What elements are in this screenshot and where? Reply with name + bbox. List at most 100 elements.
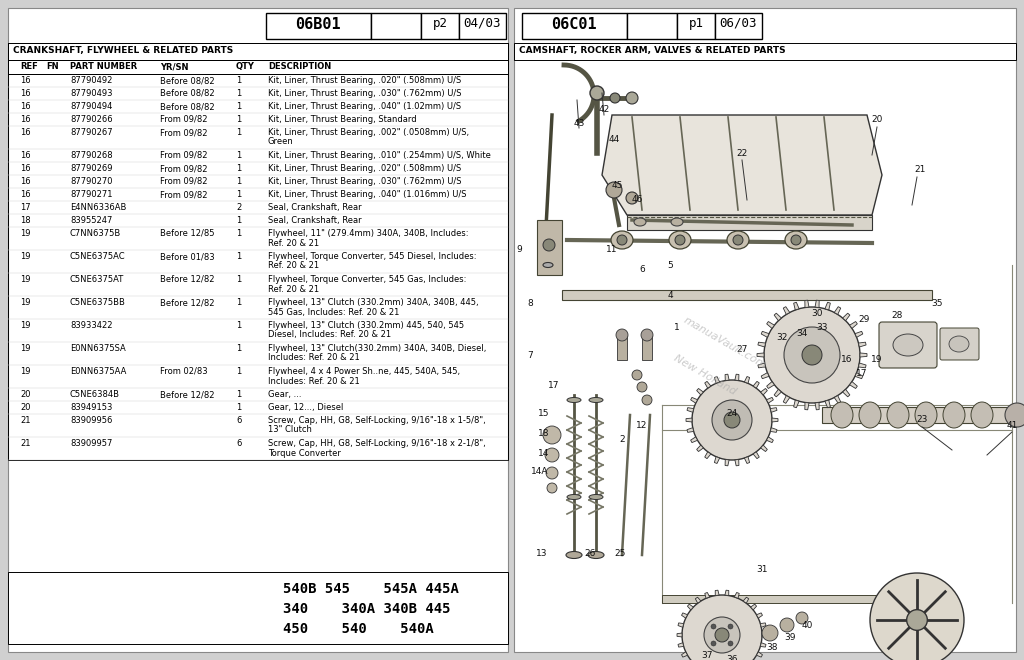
Bar [371,13,421,39]
Circle shape [675,235,685,245]
Text: 4: 4 [668,290,673,300]
Text: 21: 21 [914,166,926,174]
Circle shape [780,618,794,632]
Text: 83955247: 83955247 [70,216,113,225]
Text: 16: 16 [20,177,31,186]
Ellipse shape [727,231,749,249]
Polygon shape [687,604,693,610]
Text: 83933422: 83933422 [70,321,113,330]
Ellipse shape [566,552,582,558]
Bar [642,335,652,360]
Text: 1: 1 [236,128,242,137]
Bar [459,13,506,39]
Polygon shape [682,613,687,618]
Text: 83909957: 83909957 [70,439,113,448]
Polygon shape [805,300,809,308]
Text: 1: 1 [236,275,242,284]
Text: From 09/82: From 09/82 [160,190,208,199]
Text: Diesel, Includes: Ref. 20 & 21: Diesel, Includes: Ref. 20 & 21 [268,331,391,339]
Circle shape [692,380,772,460]
Polygon shape [687,408,693,412]
Polygon shape [725,459,729,466]
Text: Kit, Liner, Thrust Bearing, .020" (.508mm) U/S: Kit, Liner, Thrust Bearing, .020" (.508m… [268,164,461,173]
Text: 33: 33 [816,323,827,333]
Text: Kit, Liner, Thrust Bearing, .030" (.762mm) U/S: Kit, Liner, Thrust Bearing, .030" (.762m… [268,177,462,186]
Polygon shape [850,381,857,389]
Polygon shape [757,353,764,357]
Text: Includes: Ref. 20 & 21: Includes: Ref. 20 & 21 [268,354,359,362]
Polygon shape [767,437,773,443]
Polygon shape [751,604,757,610]
Polygon shape [850,321,857,329]
Text: 6: 6 [236,439,242,448]
Text: 18: 18 [539,428,550,438]
Polygon shape [627,215,872,230]
Polygon shape [758,342,766,347]
Text: QTY: QTY [236,62,255,71]
Polygon shape [761,373,769,379]
Polygon shape [757,613,763,618]
Polygon shape [705,593,710,599]
Text: 34: 34 [797,329,808,337]
Text: FN: FN [46,62,58,71]
Text: 37: 37 [701,651,713,659]
Text: C7NN6375B: C7NN6375B [70,229,121,238]
Polygon shape [690,397,697,403]
Text: C5NE6375AC: C5NE6375AC [70,252,126,261]
Text: 1: 1 [236,321,242,330]
Text: 17: 17 [20,203,31,212]
Polygon shape [677,633,682,637]
Text: 21: 21 [20,416,31,425]
Circle shape [547,483,557,493]
Text: Before 12/85: Before 12/85 [160,229,214,238]
Text: 16: 16 [20,128,31,137]
Circle shape [802,345,822,365]
Text: 06/03: 06/03 [719,17,757,30]
Text: 19: 19 [20,367,31,376]
Text: 87790270: 87790270 [70,177,113,186]
Text: 1: 1 [236,344,242,353]
Text: From 09/82: From 09/82 [160,151,208,160]
Ellipse shape [567,494,581,500]
Text: 340    340A 340B 445: 340 340A 340B 445 [283,602,451,616]
Text: 87790494: 87790494 [70,102,113,111]
Bar [617,335,627,360]
Text: 16: 16 [20,115,31,124]
Polygon shape [753,452,759,459]
Text: Flywheel, Torque Converter, 545 Diesel, Includes:: Flywheel, Torque Converter, 545 Diesel, … [268,252,476,261]
Bar [537,220,562,275]
Text: 1: 1 [236,164,242,173]
Ellipse shape [915,402,937,428]
Polygon shape [825,400,830,408]
Text: 19: 19 [20,275,31,284]
Text: Seal, Crankshaft, Rear: Seal, Crankshaft, Rear [268,216,361,225]
Text: CAMSHAFT, ROCKER ARM, VALVES & RELATED PARTS: CAMSHAFT, ROCKER ARM, VALVES & RELATED P… [519,46,785,55]
Polygon shape [767,381,774,389]
Circle shape [637,382,647,392]
Text: 31: 31 [757,566,768,574]
Text: Kit, Liner, Thrust Bearing, .010" (.254mm) U/S, White: Kit, Liner, Thrust Bearing, .010" (.254m… [268,151,490,160]
Text: p2: p2 [432,17,447,30]
Text: Flywheel, 4 x 4 Power Sh..ne, 445, 540A, 545,: Flywheel, 4 x 4 Power Sh..ne, 445, 540A,… [268,367,460,376]
Polygon shape [815,403,819,410]
Text: 1: 1 [236,229,242,238]
Bar [266,13,371,39]
Text: Before 12/82: Before 12/82 [160,390,214,399]
Ellipse shape [887,402,909,428]
Bar [522,13,627,39]
Polygon shape [794,302,799,310]
FancyBboxPatch shape [879,322,937,368]
Text: Before 01/83: Before 01/83 [160,252,215,261]
Polygon shape [705,381,711,388]
Text: Kit, Liner, Thrust Bearing, .040" (1.016mm) U/S: Kit, Liner, Thrust Bearing, .040" (1.016… [268,190,467,199]
Polygon shape [767,397,773,403]
Text: 1: 1 [236,177,242,186]
Polygon shape [696,389,703,395]
Text: 87790492: 87790492 [70,76,113,85]
Circle shape [711,624,716,629]
Text: 16: 16 [20,190,31,199]
Text: Flywheel, Torque Converter, 545 Gas, Includes:: Flywheel, Torque Converter, 545 Gas, Inc… [268,275,466,284]
Polygon shape [715,590,719,595]
Ellipse shape [589,397,603,403]
Text: C5NE6375AT: C5NE6375AT [70,275,124,284]
